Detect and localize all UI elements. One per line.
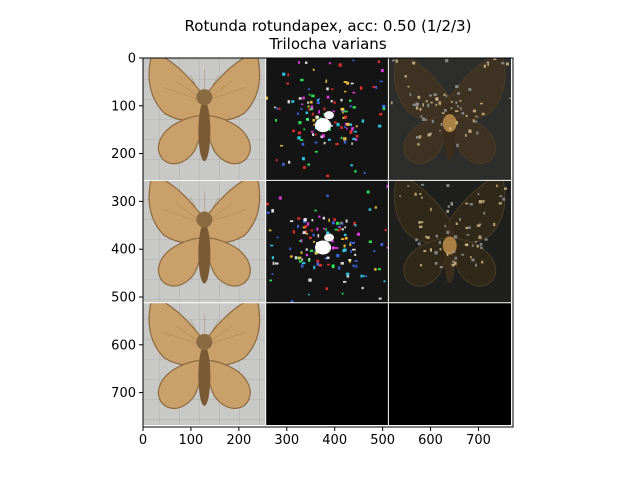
y-tick-label: 600 <box>111 338 136 353</box>
chart-title-line-2: Trilocha varians <box>269 35 387 53</box>
panel-0-2-masked-overlay <box>388 58 512 181</box>
y-tick-label: 400 <box>111 243 136 258</box>
x-tick-label: 300 <box>274 433 299 448</box>
panel-0-1-saliency-map <box>265 58 389 181</box>
panel-1-2-masked-overlay <box>388 180 512 303</box>
y-tick-label: 200 <box>111 147 136 162</box>
y-tick-label: 100 <box>111 99 136 114</box>
y-tick-label: 0 <box>128 52 136 67</box>
x-tick-label: 600 <box>418 433 443 448</box>
panel-1-1-saliency-map <box>265 180 389 303</box>
y-tick-label: 700 <box>111 386 136 401</box>
y-tick-label: 300 <box>111 195 136 210</box>
x-tick-label: 0 <box>139 433 147 448</box>
panels-group <box>143 58 512 426</box>
panel-2-0-moth-photo <box>143 302 266 426</box>
y-axis-ticks: 0 100 200 300 400 500 600 700 <box>111 52 143 401</box>
panel-separators <box>143 58 513 427</box>
x-axis-ticks: 0 100 200 300 400 500 600 700 <box>139 427 491 448</box>
x-tick-label: 100 <box>179 433 204 448</box>
chart-title-line-1: Rotunda rotundapex, acc: 0.50 (1/2/3) <box>184 17 472 35</box>
x-tick-label: 400 <box>322 433 347 448</box>
axes-frame <box>142 57 514 428</box>
panel-2-1-blank <box>265 302 389 426</box>
x-tick-label: 200 <box>226 433 251 448</box>
panel-1-0-moth-photo <box>143 180 266 303</box>
x-tick-label: 700 <box>466 433 491 448</box>
panel-2-2-blank <box>388 302 512 426</box>
panel-0-0-moth-photo <box>143 58 266 181</box>
y-tick-label: 500 <box>111 290 136 305</box>
x-tick-label: 500 <box>370 433 395 448</box>
